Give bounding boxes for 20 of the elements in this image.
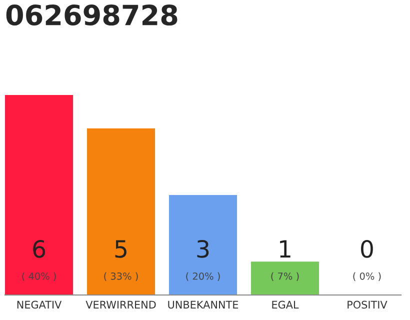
bar	[5, 95, 74, 295]
annotation: ( 0% )	[353, 272, 381, 281]
data-label: 1	[280, 240, 290, 258]
bar	[250, 262, 320, 295]
data-label: 6	[33, 240, 46, 258]
data-label: 0	[361, 240, 373, 258]
bar	[168, 195, 238, 295]
data-label: 3	[197, 240, 209, 258]
bar	[86, 128, 156, 295]
x-tick-label: UNBEKANNTE	[168, 300, 238, 309]
x-tick-label: EGAL	[272, 300, 299, 309]
annotation: ( 33% )	[104, 272, 138, 281]
annotation: ( 20% )	[186, 272, 220, 281]
data-label: 5	[115, 240, 126, 258]
x-tick-label: VERWIRREND	[86, 300, 156, 308]
x-tick-label: POSITIV	[348, 300, 388, 309]
chart-title: 062698728	[6, 4, 178, 26]
annotation: ( 40% )	[22, 272, 56, 281]
annotation: ( 7% )	[271, 272, 299, 281]
x-tick-label: NEGATIV	[17, 300, 62, 309]
